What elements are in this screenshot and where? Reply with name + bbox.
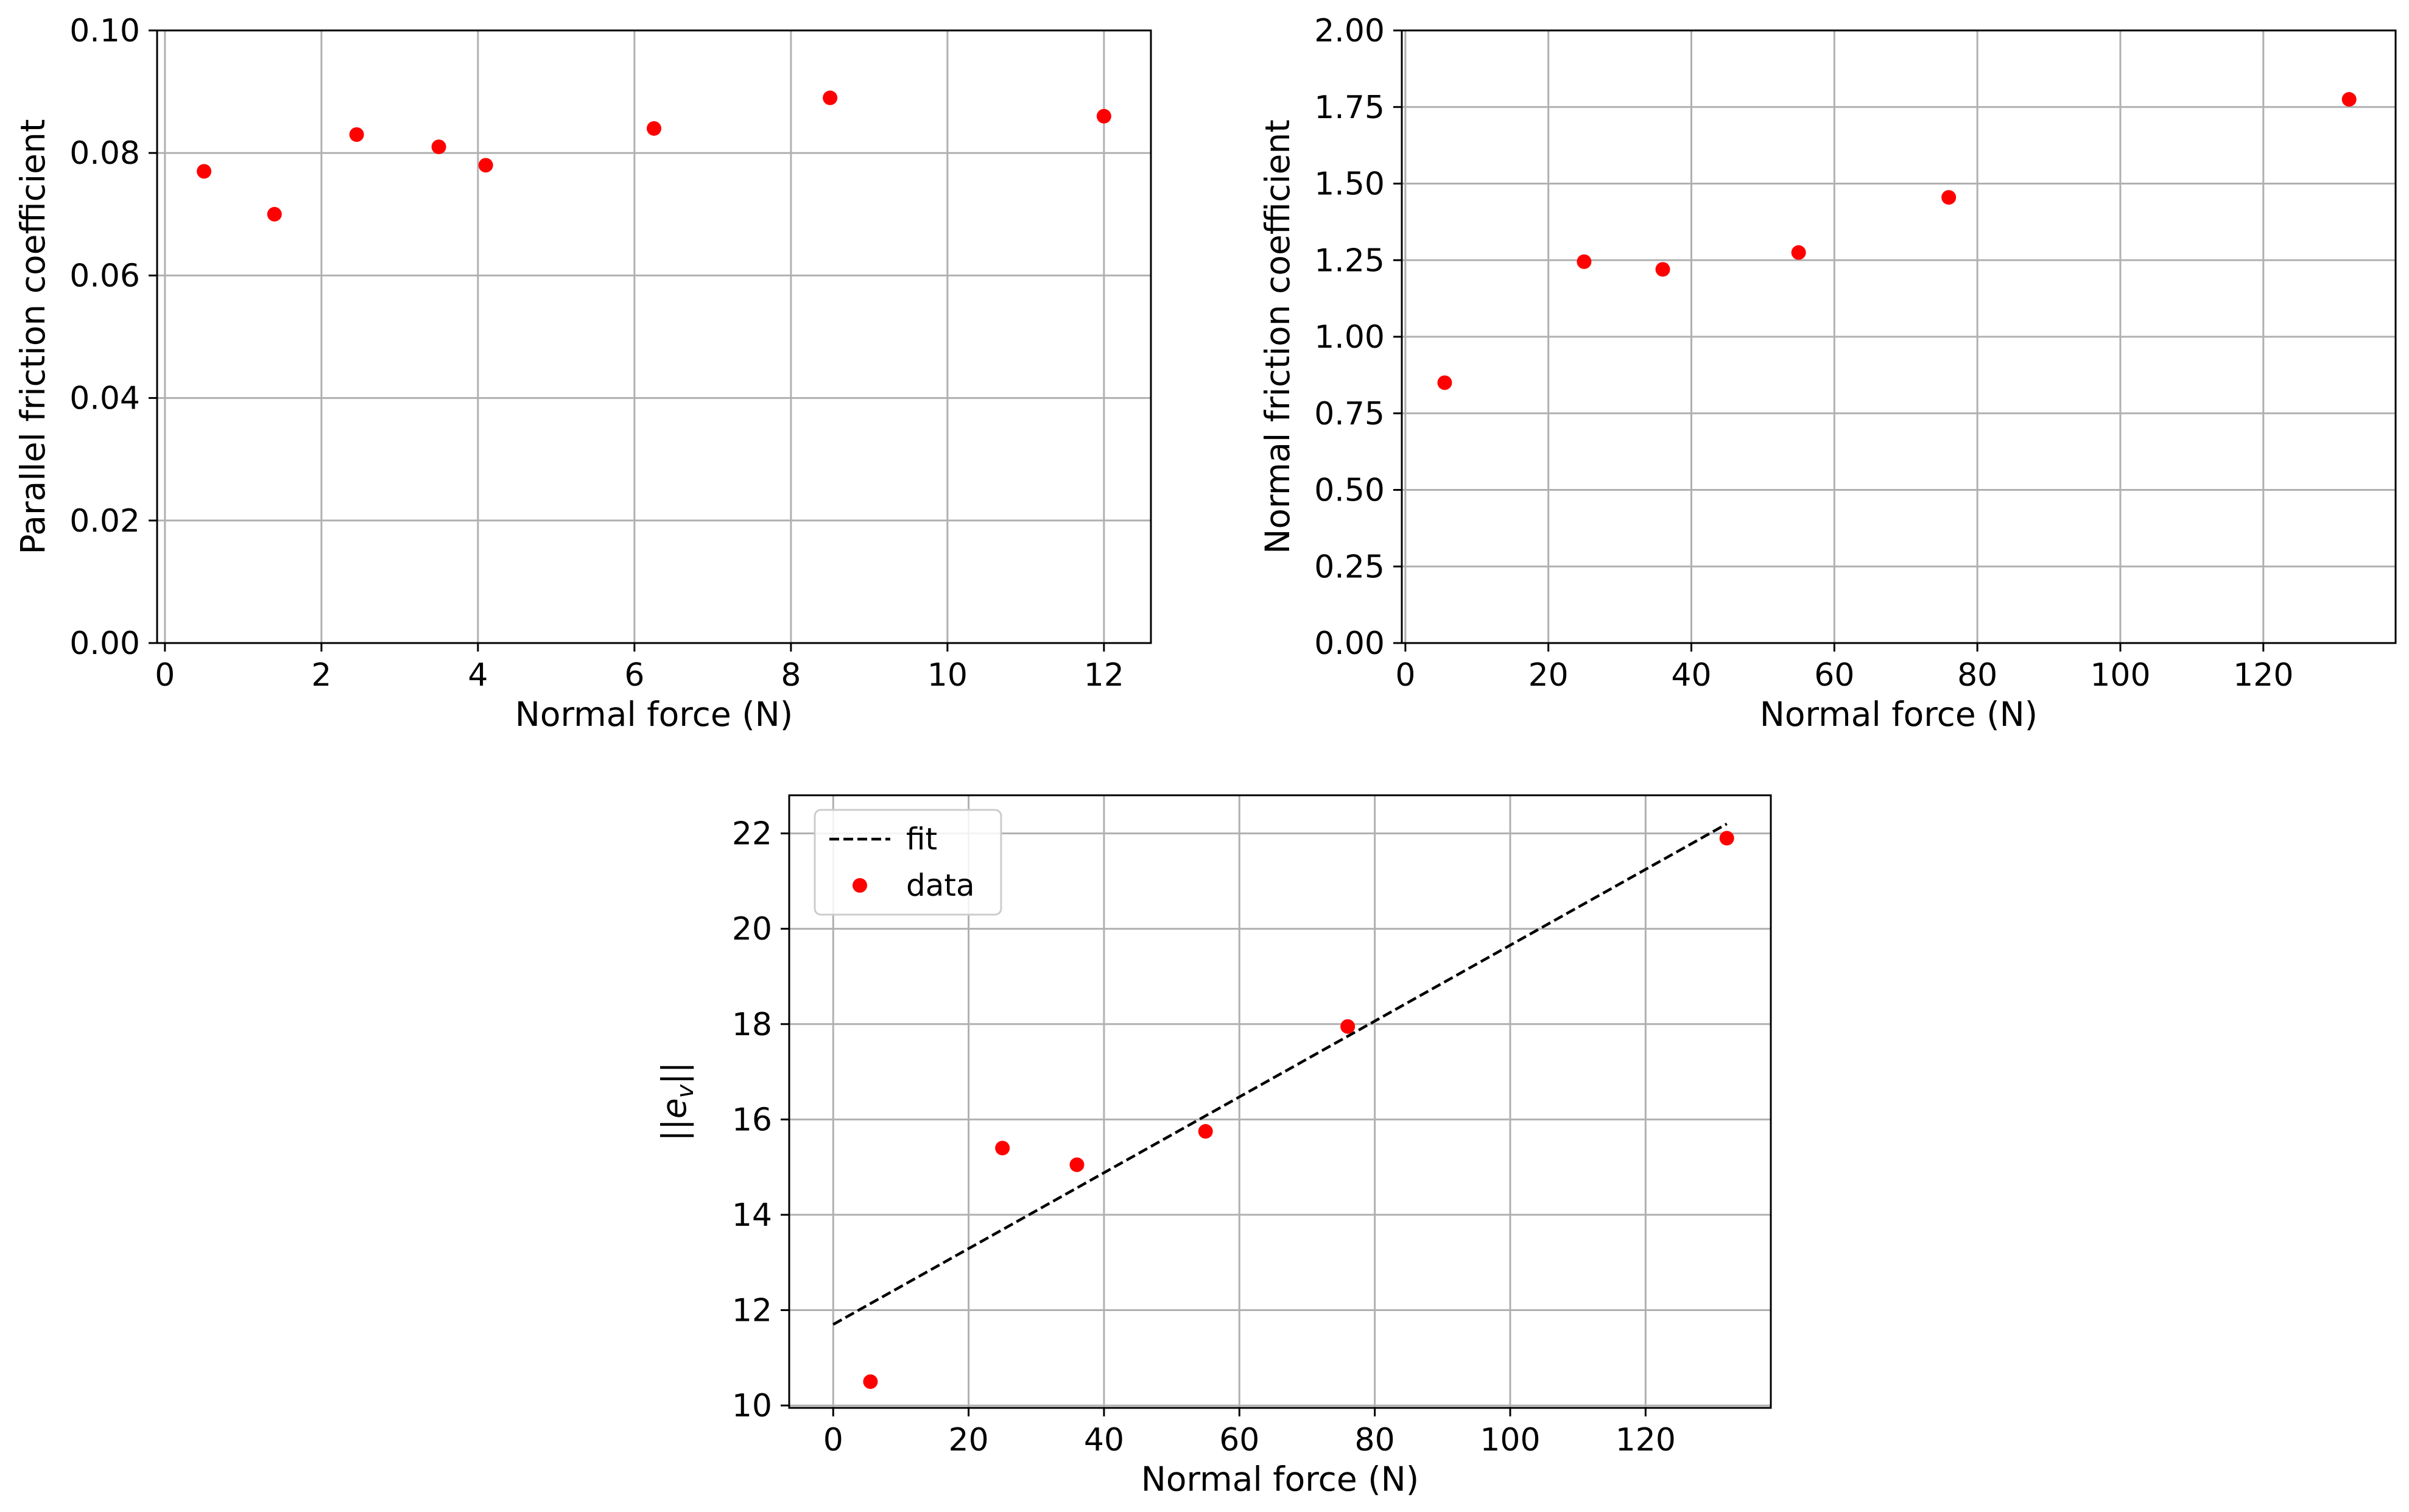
data-point	[349, 127, 364, 142]
legend-fit-label: fit	[906, 821, 937, 857]
data-point	[1340, 1019, 1356, 1034]
y-tick-label: 0.75	[1314, 396, 1385, 432]
y-tick-label: 1.25	[1314, 242, 1385, 279]
x-tick-label: 60	[1814, 657, 1854, 694]
x-tick-label: 80	[1355, 1422, 1395, 1458]
data-point	[823, 90, 838, 105]
data-point	[647, 121, 661, 136]
y-tick-label: 0.50	[1314, 473, 1385, 509]
y-tick-label: 0.06	[69, 258, 140, 294]
x-tick-label: 80	[1957, 657, 1997, 694]
data-point	[1437, 375, 1452, 390]
data-point	[431, 139, 446, 155]
x-tick-label: 60	[1219, 1422, 1259, 1458]
data-point	[1096, 108, 1111, 124]
x-tick-label: 0	[1395, 657, 1415, 694]
y-tick-label: 1.75	[1314, 90, 1385, 126]
y-tick-label: 0.00	[1314, 625, 1385, 662]
y-tick-label: 18	[732, 1007, 772, 1043]
data-point	[1655, 262, 1670, 277]
y-tick-label: 0.00	[69, 625, 140, 662]
x-tick-label: 20	[949, 1422, 989, 1458]
y-tick-label: 0.10	[69, 13, 140, 49]
chart-parallel-friction: 0 2 4 6 8 10 12 0.00 0.02 0.04 0.06 0.08 0.10 Normal …	[13, 13, 1152, 734]
data-point	[478, 158, 493, 173]
plot-frame	[1401, 29, 2397, 644]
x-tick-label: 40	[1671, 657, 1711, 694]
x-tick-label: 10	[927, 657, 968, 694]
y-tick-label: 1.00	[1314, 319, 1385, 356]
y-tick-label: 0.02	[69, 503, 140, 540]
y-tick-label: 0.04	[69, 381, 140, 417]
chart-ev-norm: 0 20 40 60 80 100 120 10 12 14 16 18 20 22 Normal forc…	[655, 794, 1772, 1499]
y-tick-label: 12	[732, 1293, 772, 1329]
legend-data-label: data	[906, 868, 975, 903]
data-point	[1941, 190, 1957, 205]
x-tick-label: 12	[1084, 657, 1124, 694]
x-tick-label: 0	[155, 657, 175, 694]
y-tick-label: 20	[732, 911, 772, 948]
x-tick-label: 2	[311, 657, 331, 694]
y-tick-label: 2.00	[1314, 13, 1385, 49]
y-tick-label: 22	[732, 816, 772, 853]
data-point	[1791, 245, 1806, 260]
chart-normal-friction: 0 20 40 60 80 100 120 0.00 0.25 0.50 0.75 1.00 1.25 1…	[1258, 13, 2397, 734]
y-axis-label: Parallel friction coefficient	[13, 119, 52, 555]
data-point	[1577, 254, 1592, 269]
x-tick-label: 120	[2233, 657, 2293, 694]
data-point	[267, 206, 282, 222]
data-point	[1198, 1123, 1213, 1139]
y-tick-label: 14	[732, 1197, 772, 1234]
y-tick-label: 10	[732, 1388, 772, 1424]
x-axis-label: Normal force (N)	[1141, 1460, 1419, 1499]
y-axis-label: ||ev||	[655, 1062, 698, 1141]
y-tick-label: 0.25	[1314, 549, 1385, 585]
x-tick-label: 100	[1480, 1422, 1540, 1458]
y-axis-label: Normal friction coefficient	[1258, 119, 1297, 554]
data-point	[863, 1374, 878, 1389]
plot-frame	[788, 794, 1772, 1409]
plot-frame	[156, 29, 1152, 644]
x-axis-label: Normal force (N)	[515, 695, 793, 734]
x-axis-label: Normal force (N)	[1760, 695, 2038, 734]
data-point	[197, 164, 212, 179]
x-tick-label: 100	[2090, 657, 2150, 694]
data-point	[1069, 1157, 1085, 1172]
x-tick-label: 4	[468, 657, 488, 694]
x-tick-label: 8	[781, 657, 801, 694]
y-tick-label: 0.08	[69, 135, 140, 172]
y-tick-label: 1.50	[1314, 166, 1385, 203]
legend-data-swatch	[853, 878, 867, 893]
data-point	[995, 1141, 1010, 1156]
x-tick-label: 120	[1616, 1422, 1676, 1458]
data-point	[2341, 92, 2357, 107]
x-tick-label: 6	[624, 657, 644, 694]
x-tick-label: 40	[1084, 1422, 1124, 1458]
x-tick-label: 0	[823, 1422, 843, 1458]
y-tick-label: 16	[732, 1102, 772, 1138]
x-tick-label: 20	[1528, 657, 1569, 694]
data-point	[1719, 831, 1734, 846]
fit-line	[832, 823, 1728, 1326]
